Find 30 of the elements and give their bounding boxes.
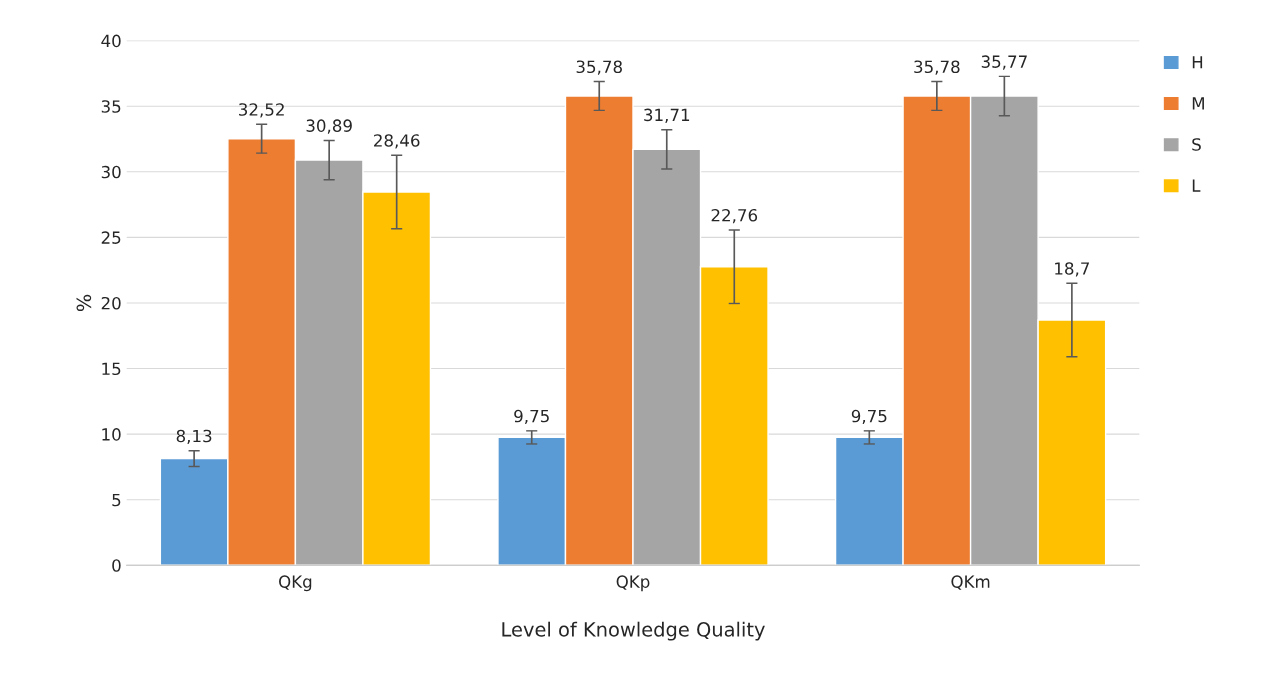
data-label: 18,7 bbox=[1055, 262, 1090, 277]
x-tick-label: QKg bbox=[279, 575, 312, 592]
y-axis-title: % bbox=[76, 294, 92, 312]
legend-label: S bbox=[1192, 138, 1201, 151]
x-axis-title: Level of Knowledge Quality bbox=[502, 621, 765, 641]
data-label: 9,75 bbox=[514, 409, 549, 425]
data-label: 35,77 bbox=[981, 55, 1027, 70]
y-tick-label: 35 bbox=[101, 100, 121, 113]
x-tick-label: QKm bbox=[951, 575, 990, 590]
legend-label: H bbox=[1192, 56, 1203, 69]
y-tick-label: 10 bbox=[102, 428, 121, 441]
y-tick-label: 40 bbox=[101, 34, 121, 48]
data-label: 35,78 bbox=[914, 60, 960, 75]
y-tick-label: 30 bbox=[101, 165, 121, 179]
data-label: 22,76 bbox=[711, 208, 758, 224]
data-label: 28,46 bbox=[374, 134, 420, 149]
data-label: 8,13 bbox=[176, 429, 212, 445]
y-tick-label: 5 bbox=[112, 493, 121, 507]
x-tick-label: QKp bbox=[616, 575, 650, 592]
data-label: 32,52 bbox=[239, 103, 284, 118]
data-label: 31,71 bbox=[644, 108, 690, 123]
data-label: 9,75 bbox=[851, 409, 887, 425]
legend-label: M bbox=[1192, 97, 1204, 110]
data-label: 35,78 bbox=[576, 60, 622, 75]
data-label: 30,89 bbox=[306, 119, 352, 134]
y-tick-label: 15 bbox=[102, 362, 121, 376]
y-tick-label: 0 bbox=[112, 559, 121, 572]
y-tick-label: 25 bbox=[101, 231, 121, 244]
legend-label: L bbox=[1192, 179, 1201, 192]
y-tick-label: 20 bbox=[101, 296, 121, 310]
